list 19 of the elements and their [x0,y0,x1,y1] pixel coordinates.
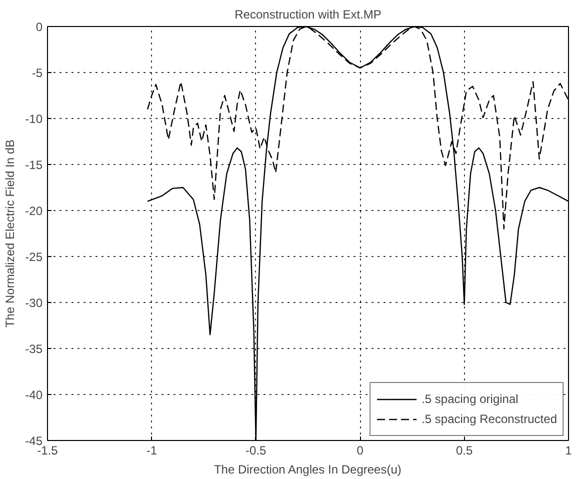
x-tick-label: -1 [146,444,158,458]
legend-label: .5 spacing original [422,392,518,406]
y-tick-label: -5 [32,66,43,80]
y-tick-label: -20 [25,204,43,218]
y-tick-label: -10 [25,112,43,126]
y-tick-label: -15 [25,158,43,172]
y-axis-title: The Normalized Electric Field In dB [3,139,18,328]
x-axis-title: The Direction Angles In Degrees(u) [214,462,402,476]
x-tick-label: 0 [356,444,364,458]
y-tick-label: 0 [36,20,43,34]
chart-title: Reconstruction with Ext.MP [234,8,382,22]
y-tick-label: -35 [25,342,43,356]
x-tick-label: 0.5 [456,444,473,458]
legend-label: .5 spacing Reconstructed [422,412,557,426]
y-tick-label: -25 [25,250,43,264]
x-tick-label: -0.5 [246,444,267,458]
y-tick-label: -30 [25,296,43,310]
x-tick-label: 1 [565,444,572,458]
y-tick-label: -40 [25,388,43,402]
